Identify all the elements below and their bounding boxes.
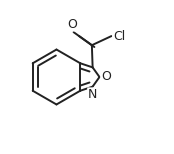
Text: O: O (67, 18, 77, 31)
Text: Cl: Cl (113, 30, 125, 43)
Text: O: O (101, 71, 111, 83)
Text: N: N (88, 88, 97, 101)
